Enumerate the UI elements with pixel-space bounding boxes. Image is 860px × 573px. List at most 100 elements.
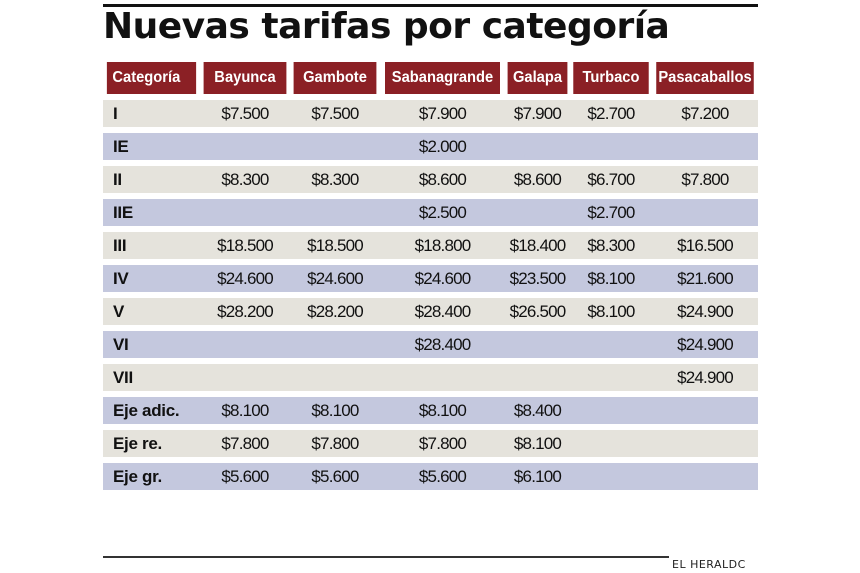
price-cell: $5.600 (380, 463, 505, 490)
category-cell: V (103, 298, 200, 325)
price-cell: $24.900 (652, 364, 758, 391)
category-cell: I (103, 100, 200, 127)
category-cell: IE (103, 133, 200, 160)
price-cell: $2.700 (570, 199, 652, 226)
category-cell: II (103, 166, 200, 193)
price-cell: $24.600 (380, 265, 505, 292)
price-cell (380, 364, 505, 391)
credit-text: EL HERALDC (672, 558, 746, 571)
price-cell (652, 463, 758, 490)
price-cell: $7.500 (290, 100, 380, 127)
price-cell: $8.100 (570, 265, 652, 292)
category-cell: III (103, 232, 200, 259)
column-header: Turbaco (573, 62, 649, 94)
price-cell: $8.400 (505, 397, 570, 424)
title-rule (103, 4, 758, 7)
table-row: IV $24.600 $24.600 $24.600 $23.500 $8.100 $21.… (103, 265, 758, 292)
price-cell (570, 430, 652, 457)
price-cell: $28.400 (380, 331, 505, 358)
price-cell (652, 133, 758, 160)
table-body: I $7.500 $7.500 $7.900 $7.900 $2.700 $7.200 IE $… (103, 100, 758, 490)
price-cell: $28.400 (380, 298, 505, 325)
price-cell: $24.600 (200, 265, 290, 292)
column-header: Categoría (106, 62, 197, 94)
price-cell: $8.100 (200, 397, 290, 424)
price-cell (290, 364, 380, 391)
price-cell: $7.900 (505, 100, 570, 127)
price-cell (652, 397, 758, 424)
column-header: Pasacaballos (656, 62, 754, 94)
table-row: VII $24.900 (103, 364, 758, 391)
category-cell: Eje re. (103, 430, 200, 457)
price-cell: $6.700 (570, 166, 652, 193)
price-cell: $23.500 (505, 265, 570, 292)
price-cell: $2.500 (380, 199, 505, 226)
page-title: Nuevas tarifas por categoría (103, 6, 670, 47)
category-cell: IV (103, 265, 200, 292)
price-cell: $6.100 (505, 463, 570, 490)
price-cell (505, 331, 570, 358)
table-header: Categoría Bayunca Gambote Sabanagrande Galap… (103, 62, 758, 94)
price-cell: $2.700 (570, 100, 652, 127)
tariff-table: Categoría Bayunca Gambote Sabanagrande Galap… (103, 56, 758, 496)
price-cell (200, 199, 290, 226)
price-cell (505, 133, 570, 160)
price-cell: $8.100 (570, 298, 652, 325)
table-row: VI $28.400 $24.900 (103, 331, 758, 358)
table-row: Eje gr. $5.600 $5.600 $5.600 $6.100 (103, 463, 758, 490)
column-header: Galapa (507, 62, 568, 94)
table-row: I $7.500 $7.500 $7.900 $7.900 $2.700 $7.200 (103, 100, 758, 127)
price-cell: $24.600 (290, 265, 380, 292)
table-row: Eje re. $7.800 $7.800 $7.800 $8.100 (103, 430, 758, 457)
price-cell (505, 364, 570, 391)
price-cell: $26.500 (505, 298, 570, 325)
table-row: Eje adic. $8.100 $8.100 $8.100 $8.400 (103, 397, 758, 424)
category-cell: VI (103, 331, 200, 358)
price-cell: $7.900 (380, 100, 505, 127)
header-row: Categoría Bayunca Gambote Sabanagrande Galap… (103, 62, 758, 94)
price-cell (652, 430, 758, 457)
bottom-rule (103, 556, 669, 558)
table-row: IE $2.000 (103, 133, 758, 160)
price-cell (505, 199, 570, 226)
price-cell: $8.100 (505, 430, 570, 457)
category-cell: Eje gr. (103, 463, 200, 490)
price-cell: $8.100 (290, 397, 380, 424)
price-cell: $24.900 (652, 331, 758, 358)
price-cell (200, 331, 290, 358)
price-cell (570, 364, 652, 391)
column-header: Bayunca (203, 62, 287, 94)
price-cell: $2.000 (380, 133, 505, 160)
price-cell: $7.800 (652, 166, 758, 193)
price-cell: $7.800 (290, 430, 380, 457)
table-row: IIE $2.500 $2.700 (103, 199, 758, 226)
price-cell: $18.500 (200, 232, 290, 259)
table-row: II $8.300 $8.300 $8.600 $8.600 $6.700 $7.800 (103, 166, 758, 193)
price-cell: $7.800 (200, 430, 290, 457)
price-cell (200, 364, 290, 391)
price-cell: $28.200 (290, 298, 380, 325)
price-cell (290, 199, 380, 226)
price-cell: $8.600 (505, 166, 570, 193)
price-cell: $8.300 (290, 166, 380, 193)
price-cell: $8.600 (380, 166, 505, 193)
category-cell: Eje adic. (103, 397, 200, 424)
price-cell: $8.100 (380, 397, 505, 424)
column-header: Gambote (293, 62, 377, 94)
price-cell (652, 199, 758, 226)
price-cell: $8.300 (200, 166, 290, 193)
price-cell (570, 397, 652, 424)
price-cell: $18.400 (505, 232, 570, 259)
price-cell: $24.900 (652, 298, 758, 325)
price-cell (570, 331, 652, 358)
column-header: Sabanagrande (385, 62, 500, 94)
price-cell: $5.600 (200, 463, 290, 490)
table-row: V $28.200 $28.200 $28.400 $26.500 $8.100 $24.9… (103, 298, 758, 325)
price-cell (570, 133, 652, 160)
price-cell: $16.500 (652, 232, 758, 259)
price-cell: $5.600 (290, 463, 380, 490)
price-cell (290, 133, 380, 160)
category-cell: IIE (103, 199, 200, 226)
price-cell: $8.300 (570, 232, 652, 259)
price-cell: $7.200 (652, 100, 758, 127)
